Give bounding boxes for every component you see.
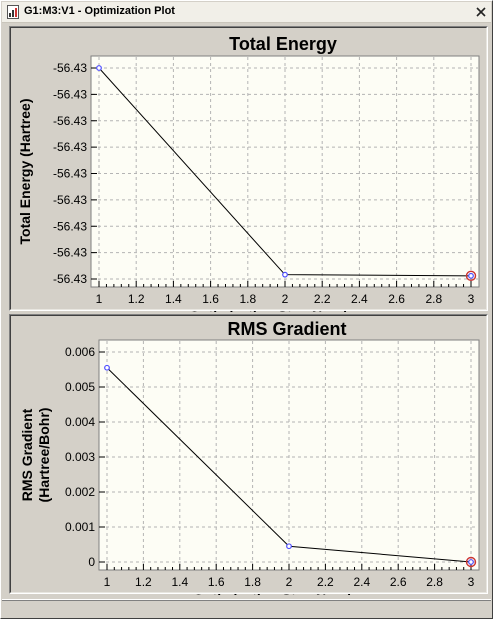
y-tick-label: -56.43 (53, 219, 87, 233)
y-tick-label: -56.43 (53, 246, 87, 260)
x-tick-label: 1.6 (202, 292, 219, 306)
title-bar[interactable]: G1:M3:V1 - Optimization Plot (2, 2, 491, 23)
selected-point-marker (465, 556, 477, 568)
chart-title: RMS Gradient (227, 319, 346, 339)
y-tick-label: 0.005 (65, 380, 95, 394)
rms-gradient-panel: RMS Gradient 1 1.2 1.4 1.6 1.8 2 2.2 2.4 2.6 2.8 3 0… (9, 314, 489, 595)
x-tick-label: 1.2 (128, 292, 145, 306)
window-title: G1:M3:V1 - Optimization Plot (24, 5, 175, 17)
data-point (282, 271, 288, 278)
x-axis-label: Optimization Step Number (193, 591, 369, 595)
x-tick-label: 2.6 (390, 575, 407, 589)
x-tick-label: 2.2 (317, 575, 334, 589)
y-tick-label: 0.006 (65, 345, 95, 359)
x-tick-label: 2.8 (425, 292, 442, 306)
x-tick-label: 1.8 (244, 575, 261, 589)
data-point (96, 65, 102, 71)
y-tick-label: -56.43 (53, 140, 87, 154)
x-tick-label: 1.6 (208, 575, 225, 589)
y-tick-label: 0.002 (65, 485, 95, 499)
chart-title: Total Energy (229, 34, 337, 54)
x-tick-label: 3 (468, 575, 475, 589)
x-tick-label: 2.2 (314, 292, 331, 306)
x-tick-label: 1.8 (239, 292, 256, 306)
y-axis-label: (Hartree/Bohr) (36, 408, 52, 503)
x-tick-label: 2.8 (426, 575, 443, 589)
data-point (468, 272, 474, 279)
app-icon (7, 5, 19, 19)
y-tick-label: -56.43 (53, 87, 87, 101)
y-axis-label: RMS Gradient (19, 408, 35, 501)
selected-point-marker (465, 270, 477, 282)
x-tick-label: 2 (286, 575, 293, 589)
rms-gradient-chart[interactable]: RMS Gradient 1 1.2 1.4 1.6 1.8 2 2.2 2.4 2.6 2.8 3 0… (10, 315, 489, 595)
x-tick-label: 2.4 (351, 292, 368, 306)
x-tick-label: 1 (104, 575, 111, 589)
y-tick-label: -56.43 (53, 167, 87, 181)
y-tick-label: 0 (88, 555, 95, 569)
data-point (104, 364, 110, 371)
x-tick-label: 1 (96, 292, 103, 306)
data-point (286, 543, 292, 550)
y-tick-label: 0.001 (65, 520, 95, 534)
close-icon (476, 7, 486, 17)
total-energy-panel: Total Energy 1 1.2 1.4 1.6 1.8 2 2.2 2.4 2.6 2.8 3 -… (9, 26, 489, 312)
x-tick-label: 2.4 (353, 575, 370, 589)
y-tick-label: -56.43 (53, 193, 87, 207)
status-bar (2, 599, 491, 618)
x-tick-label: 3 (468, 292, 475, 306)
x-axis-label: Optimization Step Number (189, 308, 365, 312)
x-tick-label: 1.2 (135, 575, 152, 589)
x-tick-label: 2 (282, 292, 289, 306)
close-button[interactable] (474, 5, 488, 19)
x-tick-label: 1.4 (171, 575, 188, 589)
x-tick-label: 1.4 (165, 292, 182, 306)
y-tick-label: -56.43 (53, 61, 87, 75)
data-point (468, 559, 474, 565)
y-tick-label: -56.43 (53, 114, 87, 128)
total-energy-chart[interactable]: Total Energy 1 1.2 1.4 1.6 1.8 2 2.2 2.4 2.6 2.8 3 -… (10, 27, 489, 312)
y-tick-label: 0.003 (65, 450, 95, 464)
y-tick-label: -56.43 (53, 272, 87, 286)
y-axis-label: Total Energy (Hartree) (17, 99, 33, 245)
y-tick-label: 0.004 (65, 415, 95, 429)
x-tick-label: 2.6 (388, 292, 405, 306)
